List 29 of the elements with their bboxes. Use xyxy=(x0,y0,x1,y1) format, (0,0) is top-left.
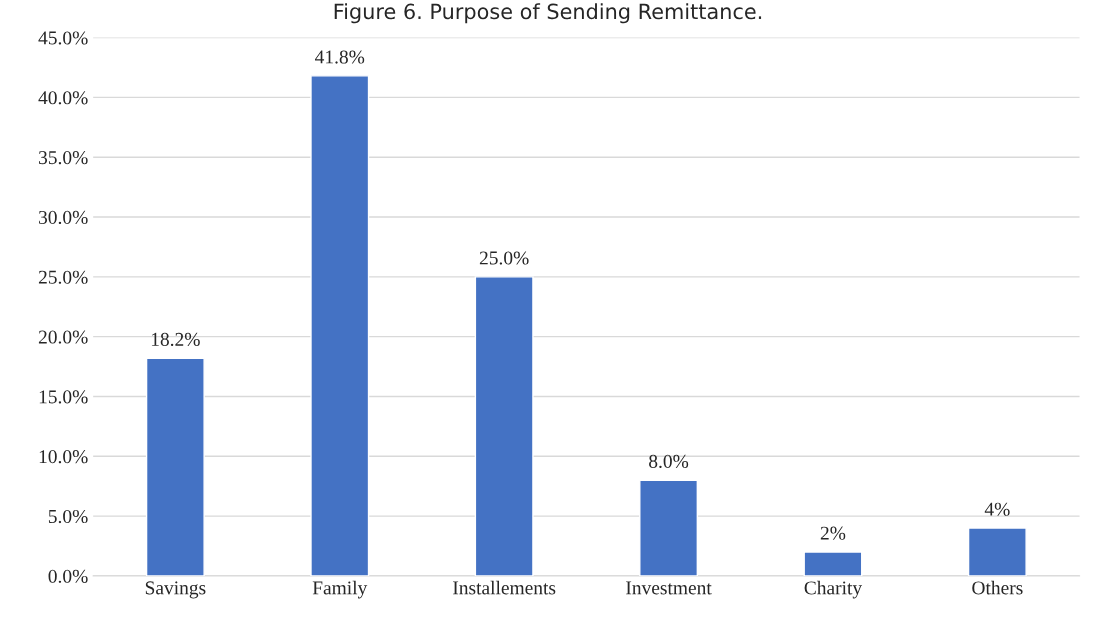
data-label: 25.0% xyxy=(479,251,529,265)
x-tick-label: Charity xyxy=(804,580,863,599)
bar xyxy=(967,527,1027,576)
x-tick-label: Investment xyxy=(626,581,712,595)
bar xyxy=(639,479,699,576)
x-tick-label: Others xyxy=(972,580,1023,595)
y-tick-label: 0.0% xyxy=(48,569,88,583)
bar xyxy=(803,551,863,576)
y-tick-label: 40.0% xyxy=(38,91,88,105)
bar xyxy=(310,75,370,576)
y-tick-label: 45.0% xyxy=(38,31,88,45)
x-tick-label: Family xyxy=(312,580,368,599)
chart-title: Figure 6. Purpose of Sending Remittance. xyxy=(334,3,762,24)
data-label: 41.8% xyxy=(315,50,365,64)
data-label: 2% xyxy=(820,526,846,540)
y-tick-label: 25.0% xyxy=(38,270,88,284)
y-tick-label: 35.0% xyxy=(39,151,88,165)
data-label: 8.0% xyxy=(649,454,689,469)
data-label: 18.2% xyxy=(151,332,200,346)
bar xyxy=(474,276,534,576)
y-tick-label: 15.0% xyxy=(39,390,88,404)
y-tick-label: 20.0% xyxy=(38,330,88,344)
y-tick-label: 30.0% xyxy=(39,210,88,225)
y-tick-label: 10.0% xyxy=(39,450,88,464)
x-tick-label: Installements xyxy=(453,580,556,595)
y-tick-label: 5.0% xyxy=(48,509,88,524)
data-label: 4% xyxy=(984,502,1010,516)
bar xyxy=(145,357,205,576)
x-tick-label: Savings xyxy=(145,581,206,599)
